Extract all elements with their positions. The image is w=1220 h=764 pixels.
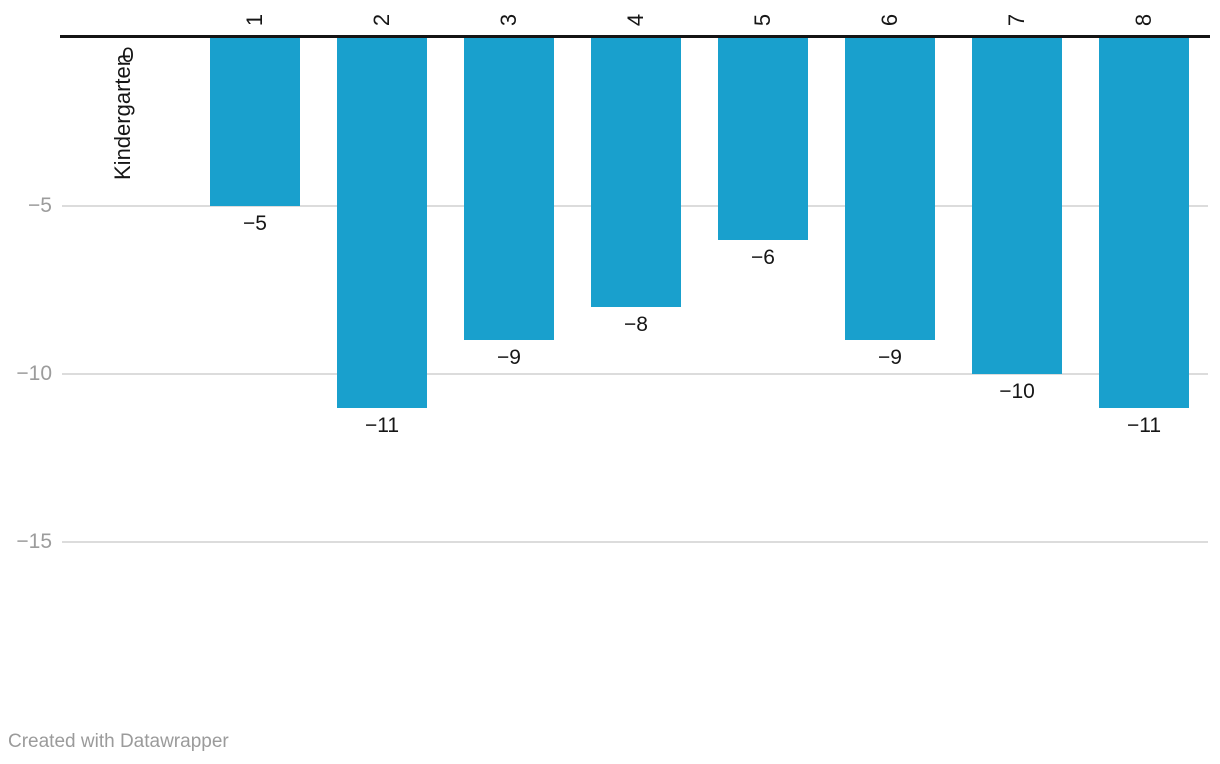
gridline--10 bbox=[62, 373, 1208, 375]
zero-baseline-axis bbox=[60, 35, 1210, 38]
bar-4[interactable] bbox=[591, 38, 681, 307]
value-label-4: −8 bbox=[624, 312, 648, 336]
y-tick-label--15: −15 bbox=[16, 530, 52, 553]
bar-2[interactable] bbox=[337, 38, 427, 408]
bar-7[interactable] bbox=[972, 38, 1062, 374]
value-label-8: −11 bbox=[1126, 413, 1162, 437]
gridline--15 bbox=[62, 541, 1208, 543]
bar-8[interactable] bbox=[1099, 38, 1189, 408]
value-label-kindergarten: 0 bbox=[122, 44, 134, 67]
value-label-3: −9 bbox=[497, 346, 521, 370]
y-tick-label--5: −5 bbox=[28, 194, 52, 217]
bar-5[interactable] bbox=[718, 38, 808, 240]
value-label-7: −10 bbox=[999, 380, 1035, 403]
value-label-6: −9 bbox=[878, 346, 902, 370]
bar-3[interactable] bbox=[464, 38, 554, 341]
value-label-2: −11 bbox=[364, 413, 400, 437]
value-label-1: −5 bbox=[243, 212, 267, 235]
value-label-5: −6 bbox=[751, 245, 775, 269]
bar-6[interactable] bbox=[845, 38, 935, 341]
bar-1[interactable] bbox=[210, 38, 300, 206]
datawrapper-credit-link[interactable]: Created with Datawrapper bbox=[8, 731, 229, 752]
y-tick-label--10: −10 bbox=[16, 362, 52, 385]
